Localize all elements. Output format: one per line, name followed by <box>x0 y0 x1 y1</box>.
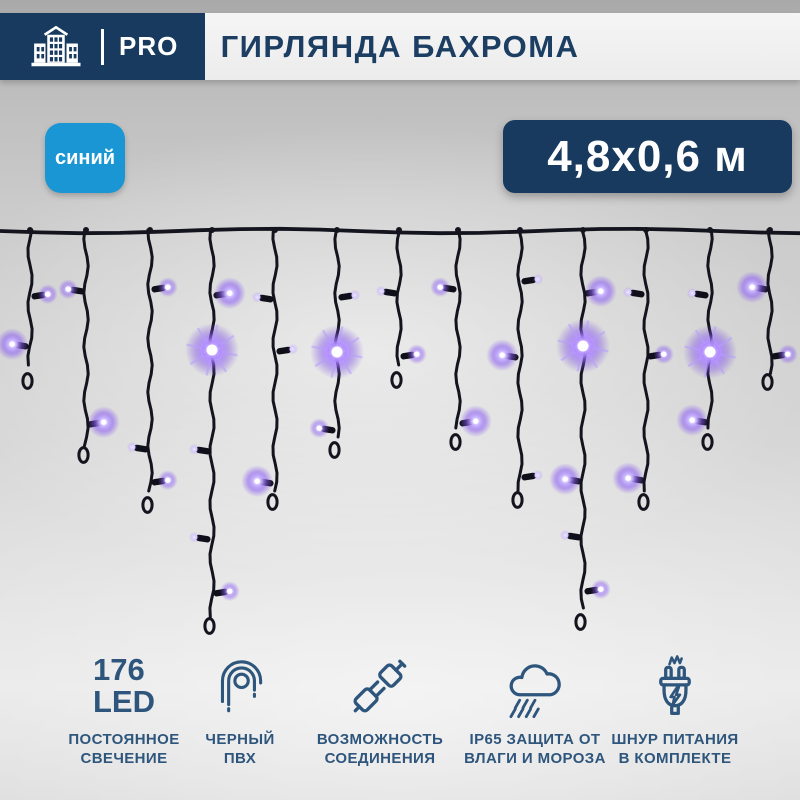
rain-cloud-icon <box>509 664 561 719</box>
title-strip <box>205 13 800 80</box>
garland-lights-image <box>0 226 800 635</box>
government-building-icon <box>31 25 81 66</box>
header-bar: PRO ГИРЛЯНДА БАХРОМА <box>0 13 800 80</box>
led-count-text: 176 LED <box>39 642 209 730</box>
feature-label: ШНУР ПИТАНИЯ В КОМПЛЕКТЕ <box>611 731 739 768</box>
feature-label: IP65 ЗАЩИТА ОТ ВЛАГИ И МОРОЗА <box>464 731 606 768</box>
logo-divider <box>101 28 104 65</box>
feature-label: ЧЕРНЫЙ ПВХ <box>205 731 275 768</box>
power-plug-icon <box>659 655 691 715</box>
feature-ip65: IP65 ЗАЩИТА ОТ ВЛАГИ И МОРОЗА <box>450 642 620 768</box>
brand-pro-label: PRO <box>119 31 179 61</box>
color-badge: синий <box>45 123 125 193</box>
coiled-cable-icon <box>220 660 263 713</box>
feature-power-cord: ШНУР ПИТАНИЯ В КОМПЛЕКТЕ <box>590 642 760 768</box>
feature-constant-glow: 176 LED ПОСТОЯННОЕ СВЕЧЕНИЕ <box>39 642 209 768</box>
led-count-value: 176 <box>93 652 145 688</box>
feature-label: ВОЗМОЖНОСТЬ СОЕДИНЕНИЯ <box>316 731 444 768</box>
connectors-icon <box>353 659 407 713</box>
feature-black-pvc: ЧЕРНЫЙ ПВХ <box>155 642 325 768</box>
led-count-unit: LED <box>93 684 155 719</box>
page-title: ГИРЛЯНДА БАХРОМА <box>220 29 580 64</box>
feature-label: ПОСТОЯННОЕ СВЕЧЕНИЕ <box>68 731 180 768</box>
size-badge: 4,8x0,6 м <box>503 120 792 193</box>
feature-connectable: ВОЗМОЖНОСТЬ СОЕДИНЕНИЯ <box>295 642 465 768</box>
brand-logo-block: PRO <box>0 13 205 80</box>
